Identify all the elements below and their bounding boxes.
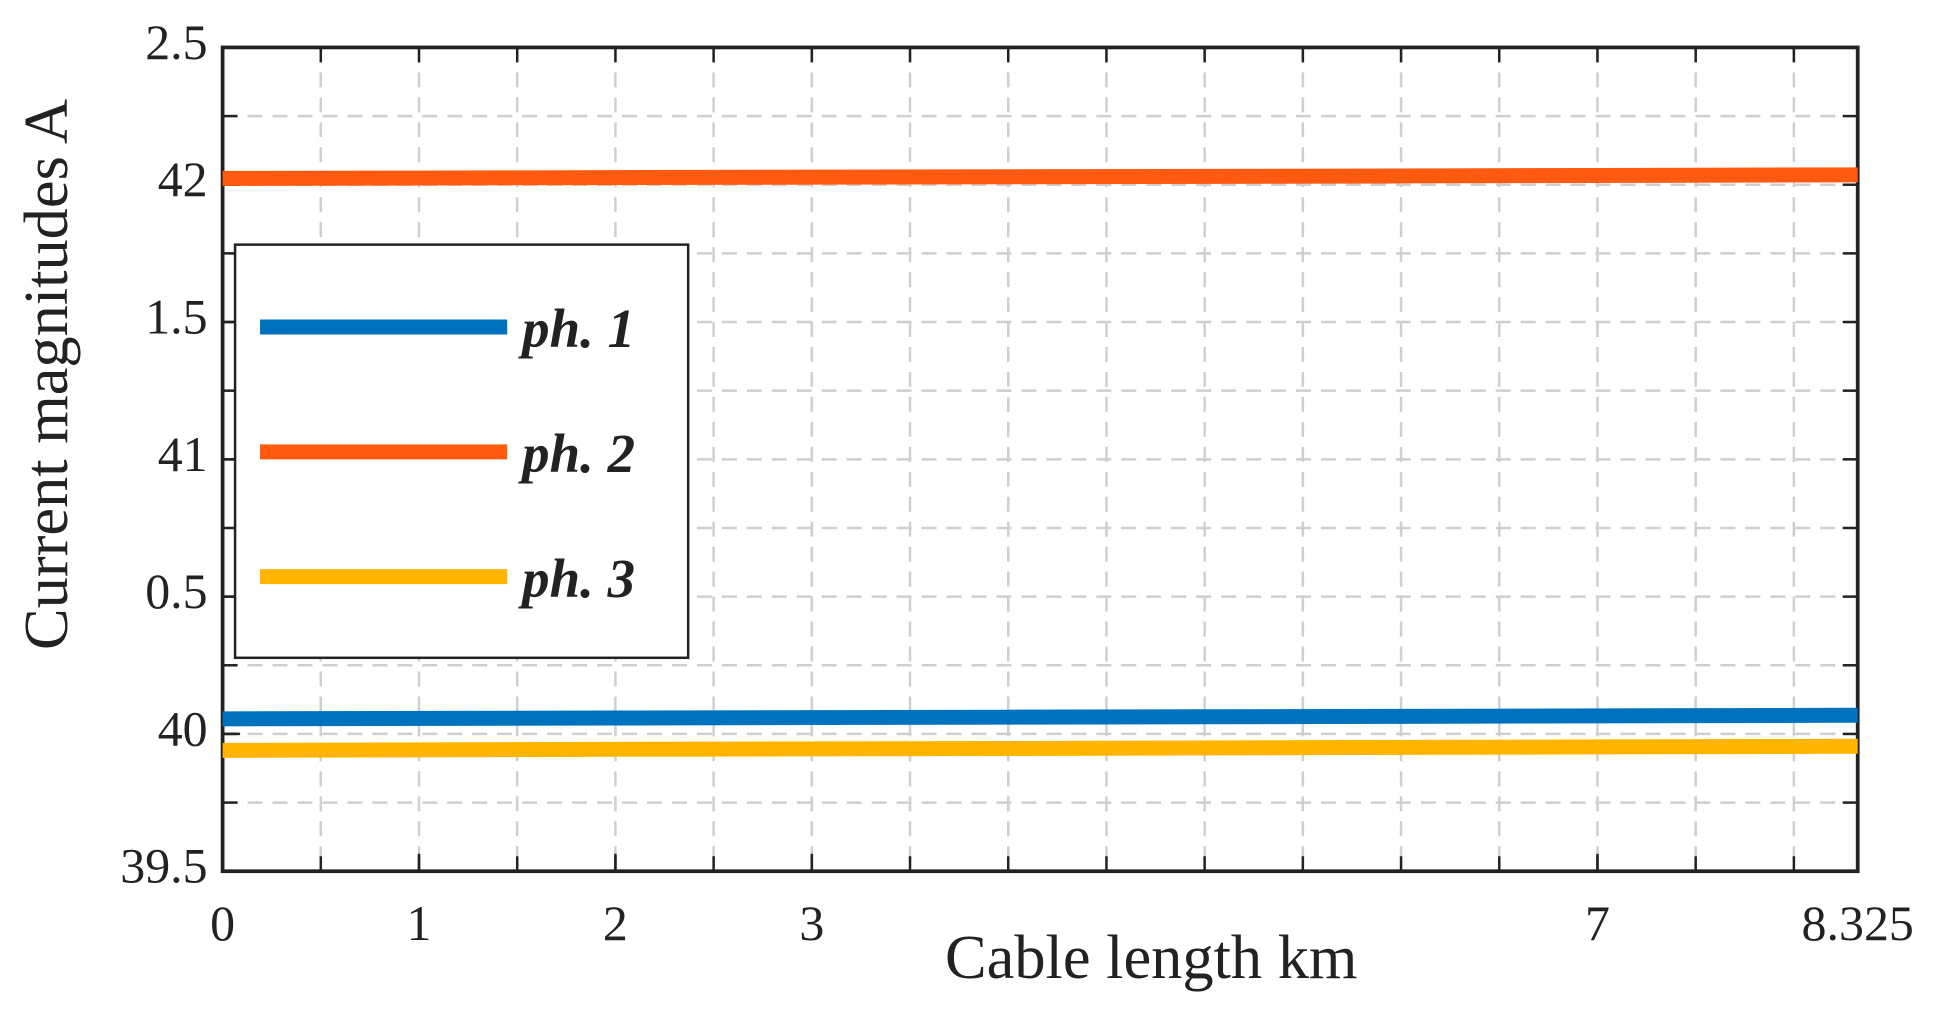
legend-label: ph. 2 [518,423,635,484]
series-line [222,167,1858,186]
x-tick-label: 0 [210,896,235,951]
y-tick-label: 40 [158,701,208,756]
x-tick-label: 2 [603,896,628,951]
x-tick-label: 7 [1585,896,1610,951]
y-tick-label: 39.5 [120,839,207,894]
x-tick-label: 8.325 [1802,896,1914,951]
xlabel-backing [880,873,1428,1012]
series-line [222,738,1858,758]
y-tick-label: 1.5 [145,289,207,344]
y-tick-label: 42 [158,152,208,207]
y-tick-label: 2.5 [145,15,207,70]
legend-label: ph. 1 [518,298,635,359]
y-axis-label: Current magnitudes A [12,99,81,650]
y-tick-label: 41 [158,427,208,482]
series-line [222,707,1858,727]
x-tick-label: 3 [799,896,824,951]
legend-label: ph. 3 [518,548,635,609]
x-axis-label: Cable length km [945,923,1357,992]
plot-frame [220,45,1860,874]
x-tick-label: 1 [407,896,432,951]
y-tick-label: 0.5 [145,564,207,619]
